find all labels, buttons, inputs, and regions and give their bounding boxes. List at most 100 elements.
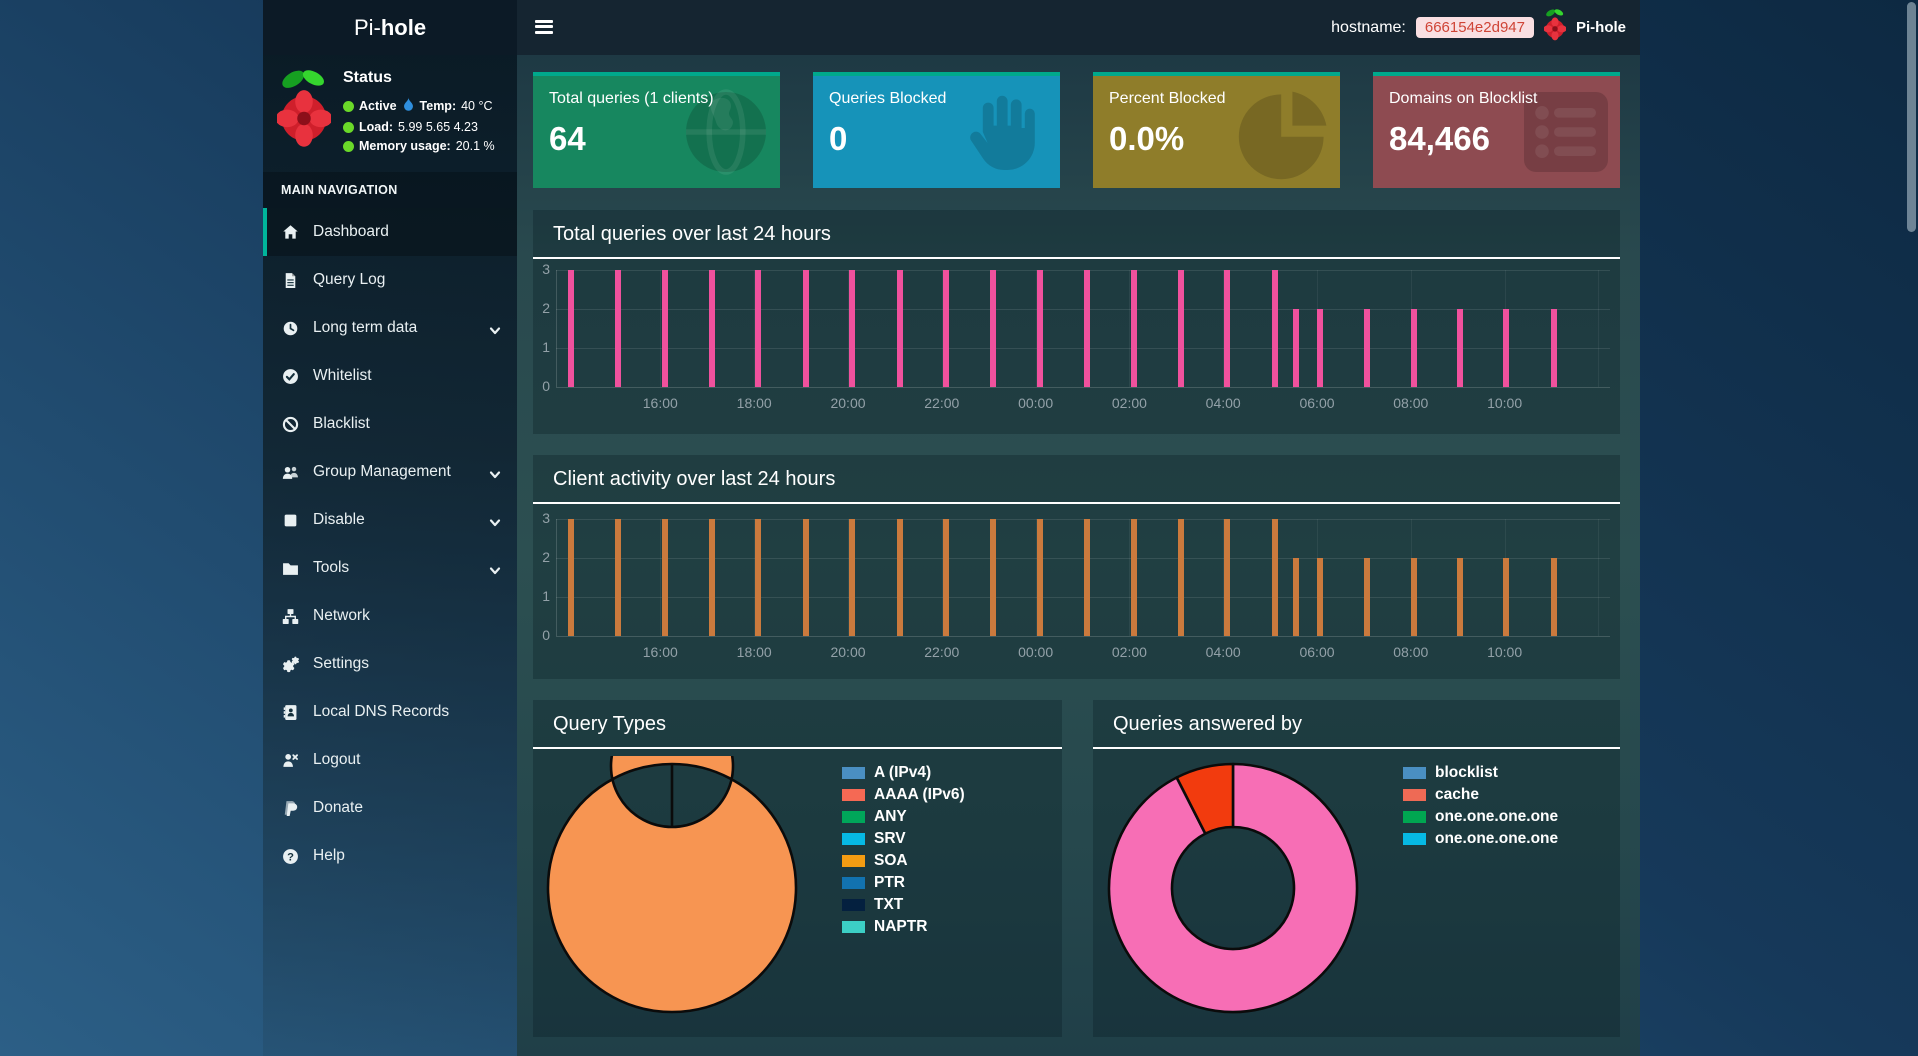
client-activity-chart[interactable]: 0 1 2 3 16:00 18:00 20:00 22:00 00:00 02:00 04:00 0… <box>542 510 1610 660</box>
x-tick-label: 22:00 <box>924 395 960 411</box>
stat-card-label: Domains on Blocklist <box>1389 90 1538 107</box>
bar <box>1178 270 1184 387</box>
total-queries-chart[interactable]: 0 1 2 3 16:00 18:00 20:00 22:00 00:00 02:00 04:00 0… <box>542 261 1610 411</box>
bar <box>1551 309 1558 387</box>
sitemap-icon <box>281 608 299 625</box>
paypal-icon <box>281 800 299 817</box>
sidebar-item-local-dns-records[interactable]: Local DNS Records <box>263 688 517 736</box>
sidebar-item-settings[interactable]: Settings <box>263 640 517 688</box>
sidebar-item-label: Dashboard <box>313 223 389 240</box>
x-tick-label: 20:00 <box>830 644 866 660</box>
legend-swatch <box>842 877 865 889</box>
sidebar-item-donate[interactable]: Donate <box>263 784 517 832</box>
bar <box>1411 558 1417 636</box>
sidebar-menu: Dashboard Query Log Long term data Whitelis… <box>263 208 517 880</box>
pie-icon <box>1238 84 1334 185</box>
sidebar-item-blacklist[interactable]: Blacklist <box>263 400 517 448</box>
status-dot-icon <box>343 121 354 133</box>
sidebar-item-label: Blacklist <box>313 415 370 432</box>
legend-item-one-one-one-one[interactable]: one.one.one.one <box>1403 828 1558 850</box>
bar <box>943 519 949 636</box>
legend-swatch <box>842 899 865 911</box>
queries-answered-by-donut-chart[interactable] <box>1101 756 1365 1020</box>
temperature-icon <box>402 97 415 115</box>
topbar-brand: Pi-hole <box>1575 19 1626 36</box>
x-tick-label: 00:00 <box>1018 395 1054 411</box>
status-title: Status <box>343 69 392 86</box>
stat-card-value: 64 <box>549 120 586 157</box>
chevron-down-icon <box>489 514 501 532</box>
bar <box>755 270 762 387</box>
x-tick-label: 08:00 <box>1393 644 1429 660</box>
home-icon <box>281 224 299 241</box>
bar <box>567 270 574 387</box>
legend-item-aaaa-ipv6[interactable]: AAAA (IPv6) <box>842 784 965 806</box>
sidebar-item-label: Help <box>313 847 345 864</box>
users-icon <box>281 464 299 481</box>
bar <box>1502 558 1509 636</box>
legend-item-blocklist[interactable]: blocklist <box>1403 762 1558 784</box>
legend-item-one-one-one-one[interactable]: one.one.one.one <box>1403 806 1558 828</box>
status-dot-icon <box>343 100 354 112</box>
bar <box>615 270 622 387</box>
panel-title: Query Types <box>533 700 1062 749</box>
legend-label: AAAA (IPv6) <box>874 786 965 803</box>
x-tick-label: 08:00 <box>1393 395 1429 411</box>
legend-label: one.one.one.one <box>1435 808 1559 825</box>
legend-item-soa[interactable]: SOA <box>842 850 965 872</box>
sidebar-item-whitelist[interactable]: Whitelist <box>263 352 517 400</box>
bar <box>943 270 949 387</box>
sidebar-item-long-term-data[interactable]: Long term data <box>263 304 517 352</box>
pihole-logo[interactable]: Pi-hole <box>263 0 517 55</box>
bar <box>1084 519 1091 636</box>
svg-text:?: ? <box>287 851 294 863</box>
clock-icon <box>281 320 299 337</box>
legend-label: SOA <box>874 852 908 869</box>
sidebar-item-tools[interactable]: Tools <box>263 544 517 592</box>
bar <box>896 519 903 636</box>
sidebar-item-dashboard[interactable]: Dashboard <box>263 208 517 256</box>
bar <box>1292 309 1299 387</box>
page-scrollbar[interactable] <box>1907 2 1916 232</box>
legend-swatch <box>1403 789 1426 801</box>
sidebar-item-label: Group Management <box>313 463 451 480</box>
legend-item-a-ipv4[interactable]: A (IPv4) <box>842 762 965 784</box>
x-tick-label: 18:00 <box>736 644 772 660</box>
legend-item-naptr[interactable]: NAPTR <box>842 916 965 938</box>
legend-swatch <box>1403 811 1426 823</box>
panel-title: Client activity over last 24 hours <box>533 455 1620 504</box>
legend-item-cache[interactable]: cache <box>1403 784 1558 806</box>
ban-icon <box>281 416 299 433</box>
legend-item-srv[interactable]: SRV <box>842 828 965 850</box>
y-tick-label: 3 <box>542 261 550 277</box>
logo-text: Pi-hole <box>353 14 427 40</box>
legend-swatch <box>842 811 865 823</box>
stat-card-value: 0.0% <box>1109 120 1185 157</box>
sidebar-toggle-button[interactable] <box>535 20 553 34</box>
list-icon <box>1518 84 1614 185</box>
gears-icon <box>281 656 299 673</box>
x-tick-label: 04:00 <box>1205 395 1241 411</box>
sidebar-item-logout[interactable]: Logout <box>263 736 517 784</box>
chevron-down-icon <box>489 322 501 340</box>
sidebar-item-disable[interactable]: Disable <box>263 496 517 544</box>
y-tick-label: 2 <box>542 549 550 565</box>
y-tick-label: 3 <box>542 510 550 526</box>
sidebar-item-help[interactable]: ? Help <box>263 832 517 880</box>
sidebar-item-group-management[interactable]: Group Management <box>263 448 517 496</box>
bar <box>615 519 622 636</box>
legend-item-any[interactable]: ANY <box>842 806 965 828</box>
legend-item-ptr[interactable]: PTR <box>842 872 965 894</box>
x-tick-label: 00:00 <box>1018 644 1054 660</box>
sidebar-item-network[interactable]: Network <box>263 592 517 640</box>
bar <box>1292 558 1299 636</box>
legend-item-txt[interactable]: TXT <box>842 894 965 916</box>
sidebar-item-label: Tools <box>313 559 350 576</box>
sidebar-item-query-log[interactable]: Query Log <box>263 256 517 304</box>
bar <box>1317 558 1324 636</box>
bar <box>849 519 856 636</box>
bar <box>1317 309 1324 387</box>
stat-card-percent-blocked: Percent Blocked 0.0% <box>1093 72 1340 188</box>
query-types-donut-chart[interactable] <box>540 703 804 1020</box>
legend-swatch <box>842 833 865 845</box>
